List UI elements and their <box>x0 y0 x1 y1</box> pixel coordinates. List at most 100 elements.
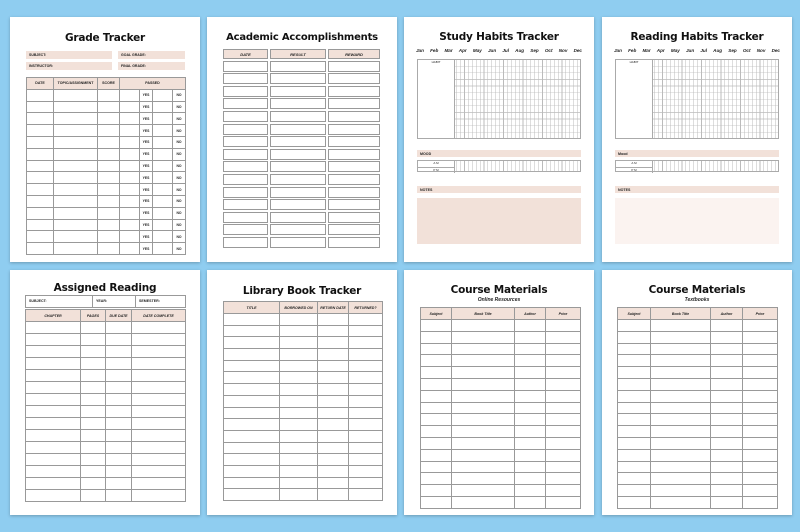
no-option[interactable]: NO <box>171 194 187 208</box>
table-cell[interactable] <box>420 401 452 415</box>
no-option[interactable]: NO <box>171 100 187 114</box>
table-cell[interactable] <box>328 136 380 148</box>
no-option[interactable]: NO <box>171 218 187 232</box>
table-cell[interactable] <box>80 381 106 394</box>
table-cell[interactable] <box>25 417 81 430</box>
table-cell[interactable] <box>25 441 81 454</box>
table-cell[interactable] <box>317 324 349 338</box>
table-cell[interactable] <box>617 342 651 356</box>
table-cell[interactable] <box>451 495 515 509</box>
habit-grid[interactable]: HABIT <box>417 59 581 139</box>
table-cell[interactable] <box>328 236 380 248</box>
table-cell[interactable] <box>514 413 546 427</box>
table-cell[interactable] <box>97 194 120 208</box>
table-cell[interactable] <box>223 394 280 408</box>
table-cell[interactable] <box>270 73 326 85</box>
table-cell[interactable] <box>317 336 349 350</box>
table-cell[interactable] <box>348 359 383 373</box>
table-cell[interactable] <box>152 194 173 208</box>
table-cell[interactable] <box>53 135 98 149</box>
table-cell[interactable] <box>131 345 186 358</box>
table-cell[interactable] <box>650 472 711 486</box>
table-cell[interactable] <box>25 477 81 490</box>
table-cell[interactable] <box>97 242 120 255</box>
table-cell[interactable] <box>328 148 380 160</box>
yes-option[interactable]: YES <box>139 135 153 149</box>
table-cell[interactable] <box>223 173 268 185</box>
table-cell[interactable] <box>617 330 651 344</box>
table-cell[interactable] <box>25 489 81 502</box>
table-cell[interactable] <box>279 441 318 455</box>
table-cell[interactable] <box>152 171 173 185</box>
table-cell[interactable] <box>710 472 743 486</box>
table-cell[interactable] <box>279 371 318 385</box>
table-cell[interactable] <box>131 357 186 370</box>
table-cell[interactable] <box>131 453 186 466</box>
table-cell[interactable] <box>105 489 132 502</box>
no-option[interactable]: NO <box>171 171 187 185</box>
table-cell[interactable] <box>545 377 581 391</box>
no-option[interactable]: NO <box>171 230 187 244</box>
table-cell[interactable] <box>223 148 268 160</box>
table-cell[interactable] <box>223 488 280 501</box>
table-cell[interactable] <box>451 484 515 497</box>
table-cell[interactable] <box>742 460 778 474</box>
table-cell[interactable] <box>25 369 81 382</box>
table-cell[interactable] <box>451 330 515 344</box>
table-cell[interactable] <box>53 147 98 161</box>
table-cell[interactable] <box>348 453 383 466</box>
table-cell[interactable] <box>119 159 140 173</box>
table-cell[interactable] <box>152 100 173 114</box>
no-option[interactable]: NO <box>171 242 187 255</box>
table-cell[interactable] <box>119 206 140 220</box>
table-cell[interactable] <box>131 333 186 346</box>
table-cell[interactable] <box>97 112 120 126</box>
table-cell[interactable] <box>131 417 186 430</box>
table-cell[interactable] <box>119 135 140 149</box>
table-cell[interactable] <box>710 330 743 344</box>
table-cell[interactable] <box>223 123 268 135</box>
table-cell[interactable] <box>152 242 173 255</box>
table-cell[interactable] <box>420 342 452 356</box>
table-cell[interactable] <box>514 377 546 391</box>
table-cell[interactable] <box>742 495 778 509</box>
table-cell[interactable] <box>650 436 711 450</box>
table-cell[interactable] <box>26 242 54 255</box>
table-cell[interactable] <box>328 161 380 173</box>
table-cell[interactable] <box>742 448 778 462</box>
table-cell[interactable] <box>80 429 106 442</box>
table-cell[interactable] <box>105 357 132 370</box>
table-cell[interactable] <box>617 448 651 462</box>
table-cell[interactable] <box>53 218 98 232</box>
table-cell[interactable] <box>97 147 120 161</box>
table-cell[interactable] <box>53 88 98 102</box>
table-cell[interactable] <box>80 393 106 406</box>
table-cell[interactable] <box>105 429 132 442</box>
table-cell[interactable] <box>420 472 452 486</box>
yes-option[interactable]: YES <box>139 206 153 220</box>
table-cell[interactable] <box>617 484 651 497</box>
table-cell[interactable] <box>152 135 173 149</box>
table-cell[interactable] <box>223 453 280 466</box>
table-cell[interactable] <box>617 366 651 379</box>
table-cell[interactable] <box>617 401 651 415</box>
table-cell[interactable] <box>710 484 743 497</box>
table-cell[interactable] <box>80 333 106 346</box>
table-cell[interactable] <box>317 441 349 455</box>
table-cell[interactable] <box>25 381 81 394</box>
table-cell[interactable] <box>119 147 140 161</box>
table-cell[interactable] <box>279 476 318 490</box>
table-cell[interactable] <box>420 495 452 509</box>
table-cell[interactable] <box>26 147 54 161</box>
table-cell[interactable] <box>26 171 54 185</box>
table-cell[interactable] <box>742 389 778 403</box>
table-cell[interactable] <box>420 330 452 344</box>
table-cell[interactable] <box>451 425 515 438</box>
table-cell[interactable] <box>348 313 383 326</box>
table-cell[interactable] <box>97 171 120 185</box>
table-cell[interactable] <box>451 413 515 427</box>
table-cell[interactable] <box>53 171 98 185</box>
table-cell[interactable] <box>131 393 186 406</box>
table-cell[interactable] <box>25 453 81 466</box>
